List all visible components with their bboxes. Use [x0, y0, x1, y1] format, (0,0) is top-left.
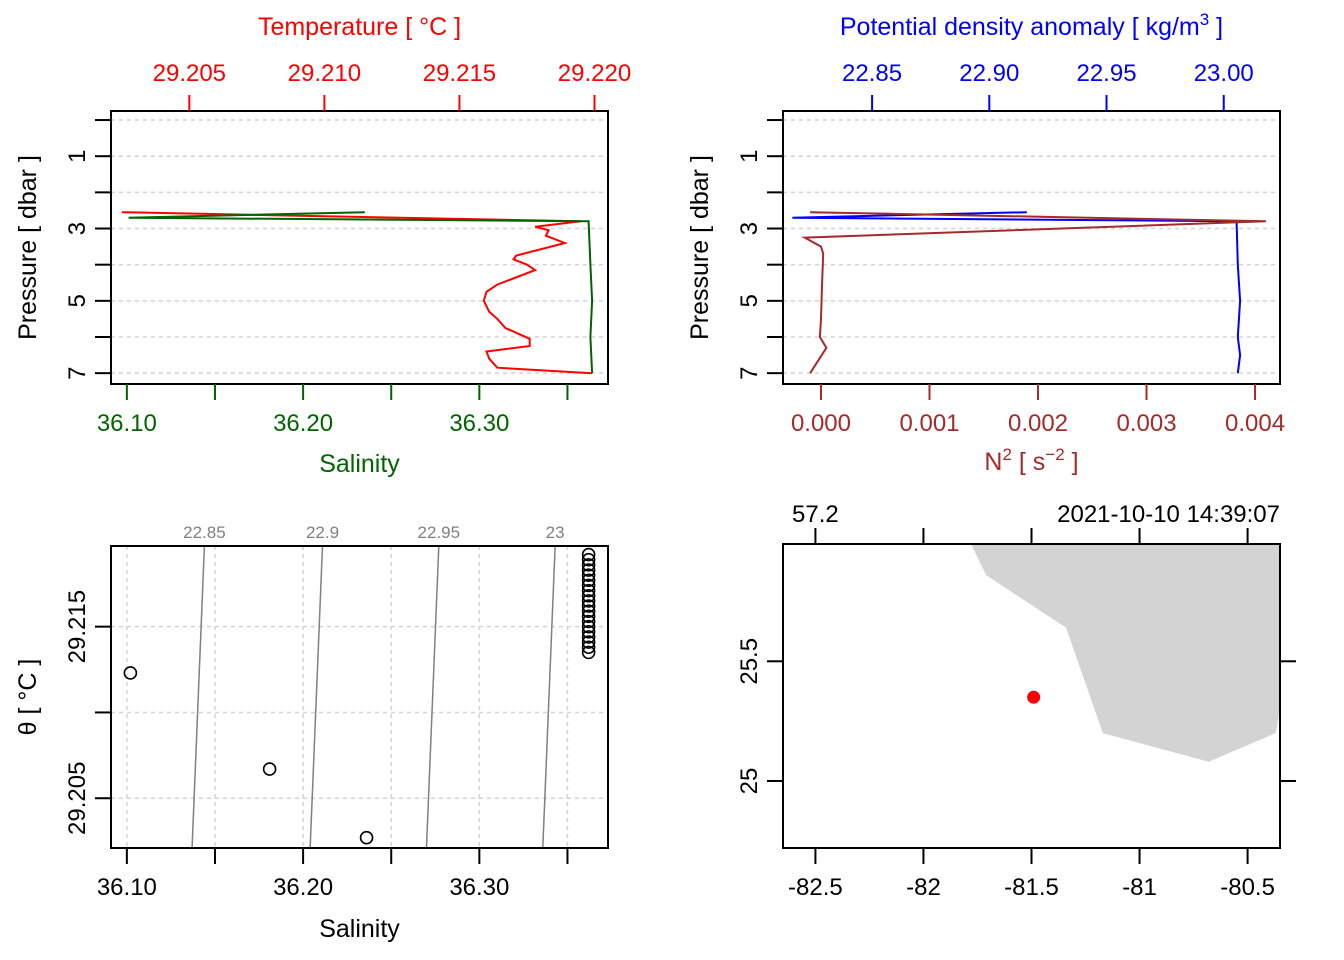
- ts-point: [581, 604, 596, 619]
- ts-point: [123, 666, 138, 680]
- ts-point: [359, 830, 374, 845]
- density-line: [792, 211, 1242, 374]
- n2-line: [801, 211, 1266, 374]
- x-tick-label: 36.30: [449, 874, 509, 901]
- y-axis-title: Pressure [ dbar ]: [686, 155, 714, 340]
- y-tick-label: 5: [64, 294, 91, 307]
- top-tick-label: 22.95: [1076, 60, 1136, 87]
- y-tick-label: 29.205: [64, 762, 91, 835]
- y-tick-label: 3: [736, 222, 763, 235]
- y-tick-label: 7: [64, 366, 91, 379]
- ts-point: [581, 630, 596, 644]
- ts-point: [581, 583, 596, 598]
- x-tick-label: 0.000: [791, 410, 851, 437]
- top-tick-label: 22.85: [842, 60, 902, 87]
- ts-point: [581, 552, 596, 567]
- x-tick-label: -80.5: [1220, 874, 1275, 901]
- x-tick-label: 36.10: [97, 874, 157, 901]
- isopycnal-line: [425, 545, 440, 849]
- x-tick-label: 0.002: [1008, 410, 1068, 437]
- panel-temperature-salinity-profile: 1 3 5 7 29.205 29.210 29.215 29.220 36.10 36.20 36…: [14, 13, 631, 478]
- x-tick-label: 0.003: [1116, 410, 1176, 437]
- isopycnal-line: [309, 545, 324, 849]
- x-tick-label: 36.10: [97, 410, 157, 437]
- isopycnal-label: 22.95: [418, 523, 461, 542]
- ts-point: [581, 568, 596, 582]
- salinity-line: [128, 211, 594, 374]
- top-tick-label: 29.210: [288, 60, 361, 87]
- plot-frame: [110, 110, 609, 385]
- ts-point: [581, 599, 596, 613]
- y-tick-label: 1: [736, 150, 763, 163]
- y-tick-label: 3: [64, 222, 91, 235]
- plot-frame: [110, 545, 609, 849]
- x-tick-label: -82.5: [788, 874, 843, 901]
- y-tick-label: 25.5: [736, 638, 763, 685]
- x-tick-label: 36.20: [273, 874, 333, 901]
- y-tick-label: 29.215: [64, 590, 91, 663]
- top-tick-label: 23.00: [1194, 60, 1254, 87]
- x-tick-label: 36.20: [273, 410, 333, 437]
- ts-point: [581, 640, 596, 655]
- x-tick-label: 36.30: [449, 410, 509, 437]
- x-tick-label: -82: [906, 874, 941, 901]
- y-tick-label: 1: [64, 150, 91, 163]
- top-tick-label: 29.205: [153, 60, 226, 87]
- ts-point: [581, 619, 596, 634]
- top-tick-label: 29.220: [558, 60, 631, 87]
- bottom-axis-title: Salinity: [319, 450, 400, 478]
- ts-point: [581, 558, 596, 572]
- plot-frame: [782, 110, 1281, 385]
- top-axis-title: Potential density anomaly [ kg/m3 ]: [840, 10, 1223, 41]
- ts-point: [581, 578, 596, 593]
- ts-point: [581, 594, 596, 608]
- panel-station-map: 25 25.5 -82.5 -82 -81.5 -81 -80.5 57.2 2021-10-1…: [736, 501, 1296, 901]
- map-top-right-label: 2021-10-10 14:39:07: [1057, 501, 1280, 528]
- ts-point: [581, 609, 596, 624]
- y-axis-title: Pressure [ dbar ]: [14, 155, 42, 340]
- panel-density-n2-profile: 1 3 5 7 22.85 22.90 22.95 23.00 0.000 0.001 0.002 0…: [686, 10, 1285, 476]
- ts-point: [581, 547, 596, 562]
- y-tick-label: 5: [736, 294, 763, 307]
- isopycnal-line: [191, 545, 206, 849]
- x-tick-label: 0.004: [1225, 410, 1285, 437]
- x-axis-title: Salinity: [319, 915, 400, 943]
- isopycnal-label: 22.9: [306, 523, 339, 542]
- y-tick-label: 25: [736, 768, 763, 795]
- ts-point: [581, 563, 596, 577]
- ts-point: [581, 645, 596, 660]
- y-axis-title: θ [ °C ]: [14, 659, 42, 736]
- x-tick-label: -81: [1122, 874, 1157, 901]
- ts-point: [581, 573, 596, 588]
- ts-point: [581, 614, 596, 629]
- map-top-left-label: 57.2: [792, 501, 839, 528]
- station-marker: [1027, 690, 1041, 704]
- isopycnal-line: [542, 545, 556, 849]
- x-tick-label: -81.5: [1004, 874, 1059, 901]
- panel-ts-diagram: 22.85 22.9 22.95 23 29.205 29.215 36.10 36.20 36…: [14, 523, 609, 943]
- land-polygon: [971, 544, 1280, 762]
- top-tick-label: 29.215: [423, 60, 496, 87]
- ts-point: [581, 624, 596, 639]
- ts-point: [581, 635, 596, 649]
- temperature-line: [121, 211, 592, 375]
- isopycnal-label: 22.85: [183, 523, 226, 542]
- y-tick-label: 7: [736, 366, 763, 379]
- top-axis-title: Temperature [ °C ]: [258, 13, 461, 41]
- bottom-axis-title: N2 [ s−2 ]: [984, 445, 1078, 476]
- x-tick-label: 0.001: [899, 410, 959, 437]
- ts-point: [581, 588, 596, 603]
- ts-point: [262, 762, 277, 776]
- top-tick-label: 22.90: [959, 60, 1019, 87]
- isopycnal-label: 23: [546, 523, 565, 542]
